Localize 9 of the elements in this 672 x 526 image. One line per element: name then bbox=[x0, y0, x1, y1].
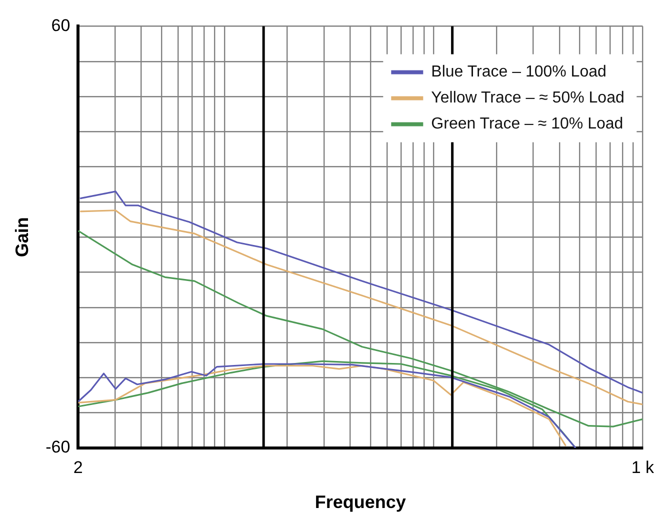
legend-label: Green Trace – ≈ 10% Load bbox=[431, 116, 624, 133]
y-tick-label: -60 bbox=[46, 438, 70, 457]
y-tick-label: 60 bbox=[51, 16, 70, 35]
y-axis-title: Gain bbox=[12, 217, 32, 258]
legend-label: Yellow Trace – ≈ 50% Load bbox=[431, 90, 624, 107]
x-axis-title: Frequency bbox=[314, 492, 406, 512]
legend-label: Blue Trace – 100% Load bbox=[431, 64, 606, 81]
x-tick-label: 1 k bbox=[631, 458, 654, 477]
x-tick-label: 2 bbox=[73, 458, 83, 477]
